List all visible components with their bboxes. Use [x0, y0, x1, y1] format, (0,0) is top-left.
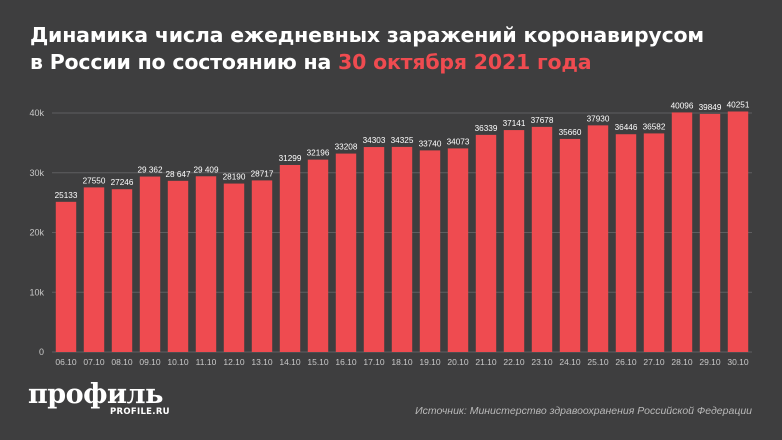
- bar: [419, 150, 441, 352]
- bar: [587, 125, 609, 352]
- bar: [391, 146, 413, 352]
- bar: [139, 176, 161, 352]
- x-tick-label: 15.10: [307, 357, 329, 367]
- x-tick-label: 28.10: [671, 357, 693, 367]
- y-tick-label: 20k: [29, 228, 44, 238]
- bar-value-label: 29 362: [137, 166, 162, 175]
- bar: [279, 164, 301, 352]
- bar: [559, 138, 581, 352]
- x-tick-label: 07.10: [83, 357, 105, 367]
- bar-value-label: 36582: [643, 122, 666, 131]
- x-tick-label: 29.10: [699, 357, 721, 367]
- x-tick-label: 13.10: [251, 357, 273, 367]
- title-line-2: в России по состоянию на 30 октября 2021…: [30, 49, 770, 76]
- bar-value-label: 29 409: [193, 165, 218, 174]
- bar: [447, 148, 469, 352]
- bar: [111, 189, 133, 352]
- x-tick-label: 22.10: [503, 357, 525, 367]
- bar: [55, 201, 77, 352]
- bar-value-label: 33208: [335, 143, 358, 152]
- x-tick-label: 18.10: [391, 357, 413, 367]
- x-tick-label: 14.10: [279, 357, 301, 367]
- title-date-highlight: 30 октября 2021 года: [338, 50, 592, 74]
- x-tick-label: 20.10: [447, 357, 469, 367]
- x-tick-label: 11.10: [196, 357, 217, 367]
- bar-value-label: 32196: [307, 149, 330, 158]
- bar-value-label: 37678: [531, 116, 554, 125]
- bar: [167, 180, 189, 352]
- bar-value-label: 27246: [111, 178, 134, 187]
- x-tick-label: 27.10: [643, 357, 665, 367]
- bar-value-label: 40251: [727, 101, 750, 110]
- bar-value-label: 39849: [699, 103, 722, 112]
- y-tick-label: 40k: [29, 108, 44, 118]
- bar: [503, 130, 525, 352]
- x-tick-label: 26.10: [615, 357, 637, 367]
- x-tick-label: 24.10: [559, 357, 581, 367]
- source-note: Источник: Министерство здравоохранения Р…: [415, 405, 752, 417]
- bar-value-label: 37930: [587, 114, 610, 123]
- bar-value-label: 34073: [447, 137, 470, 146]
- x-tick-label: 21.10: [475, 357, 497, 367]
- bar: [251, 180, 273, 352]
- y-tick-label: 10k: [29, 287, 44, 297]
- x-tick-label: 06.10: [55, 357, 77, 367]
- bar: [699, 113, 721, 352]
- x-tick-label: 30.10: [727, 357, 749, 367]
- bar: [195, 176, 217, 352]
- title-line-1: Динамика числа ежедневных заражений коро…: [30, 23, 704, 47]
- bar: [307, 159, 329, 352]
- x-tick-label: 16.10: [335, 357, 357, 367]
- profile-logo: профиль: [28, 379, 163, 410]
- bar: [727, 111, 749, 352]
- bar: [223, 183, 245, 352]
- bar-value-label: 25133: [55, 191, 78, 200]
- bar-value-label: 36339: [475, 124, 498, 133]
- bar: [335, 153, 357, 352]
- bar-value-label: 31299: [279, 154, 302, 163]
- profile-logo-subtitle: PROFILE.RU: [110, 407, 170, 417]
- y-tick-label: 30k: [29, 168, 44, 178]
- bar-value-label: 28717: [251, 169, 274, 178]
- bar-value-label: 28 647: [165, 170, 190, 179]
- x-tick-label: 08.10: [111, 357, 133, 367]
- bar-value-label: 27550: [83, 176, 106, 185]
- bar: [83, 187, 105, 352]
- bar-value-label: 28190: [223, 173, 246, 182]
- x-tick-label: 23.10: [531, 357, 553, 367]
- bar: [531, 126, 553, 352]
- bar-value-label: 35660: [559, 128, 582, 137]
- x-tick-label: 09.10: [139, 357, 161, 367]
- x-tick-label: 17.10: [363, 357, 385, 367]
- x-tick-label: 25.10: [587, 357, 609, 367]
- bar: [475, 134, 497, 352]
- title-line-2-prefix: в России по состоянию на: [30, 50, 339, 74]
- bar: [671, 112, 693, 353]
- bar: [643, 133, 665, 352]
- x-tick-label: 12.10: [223, 357, 245, 367]
- x-tick-label: 10.10: [167, 357, 189, 367]
- y-tick-label: 0: [39, 347, 44, 357]
- bar: [615, 134, 637, 352]
- bar-value-label: 37141: [503, 119, 526, 128]
- bar: [363, 147, 385, 352]
- bar-value-label: 33740: [419, 139, 442, 148]
- bar-value-label: 36446: [615, 123, 638, 132]
- bar-value-label: 40096: [671, 101, 694, 110]
- chart-title: Динамика числа ежедневных заражений коро…: [30, 22, 770, 76]
- bar-value-label: 34303: [363, 136, 386, 145]
- bar-value-label: 34325: [391, 136, 414, 145]
- x-tick-label: 19.10: [419, 357, 441, 367]
